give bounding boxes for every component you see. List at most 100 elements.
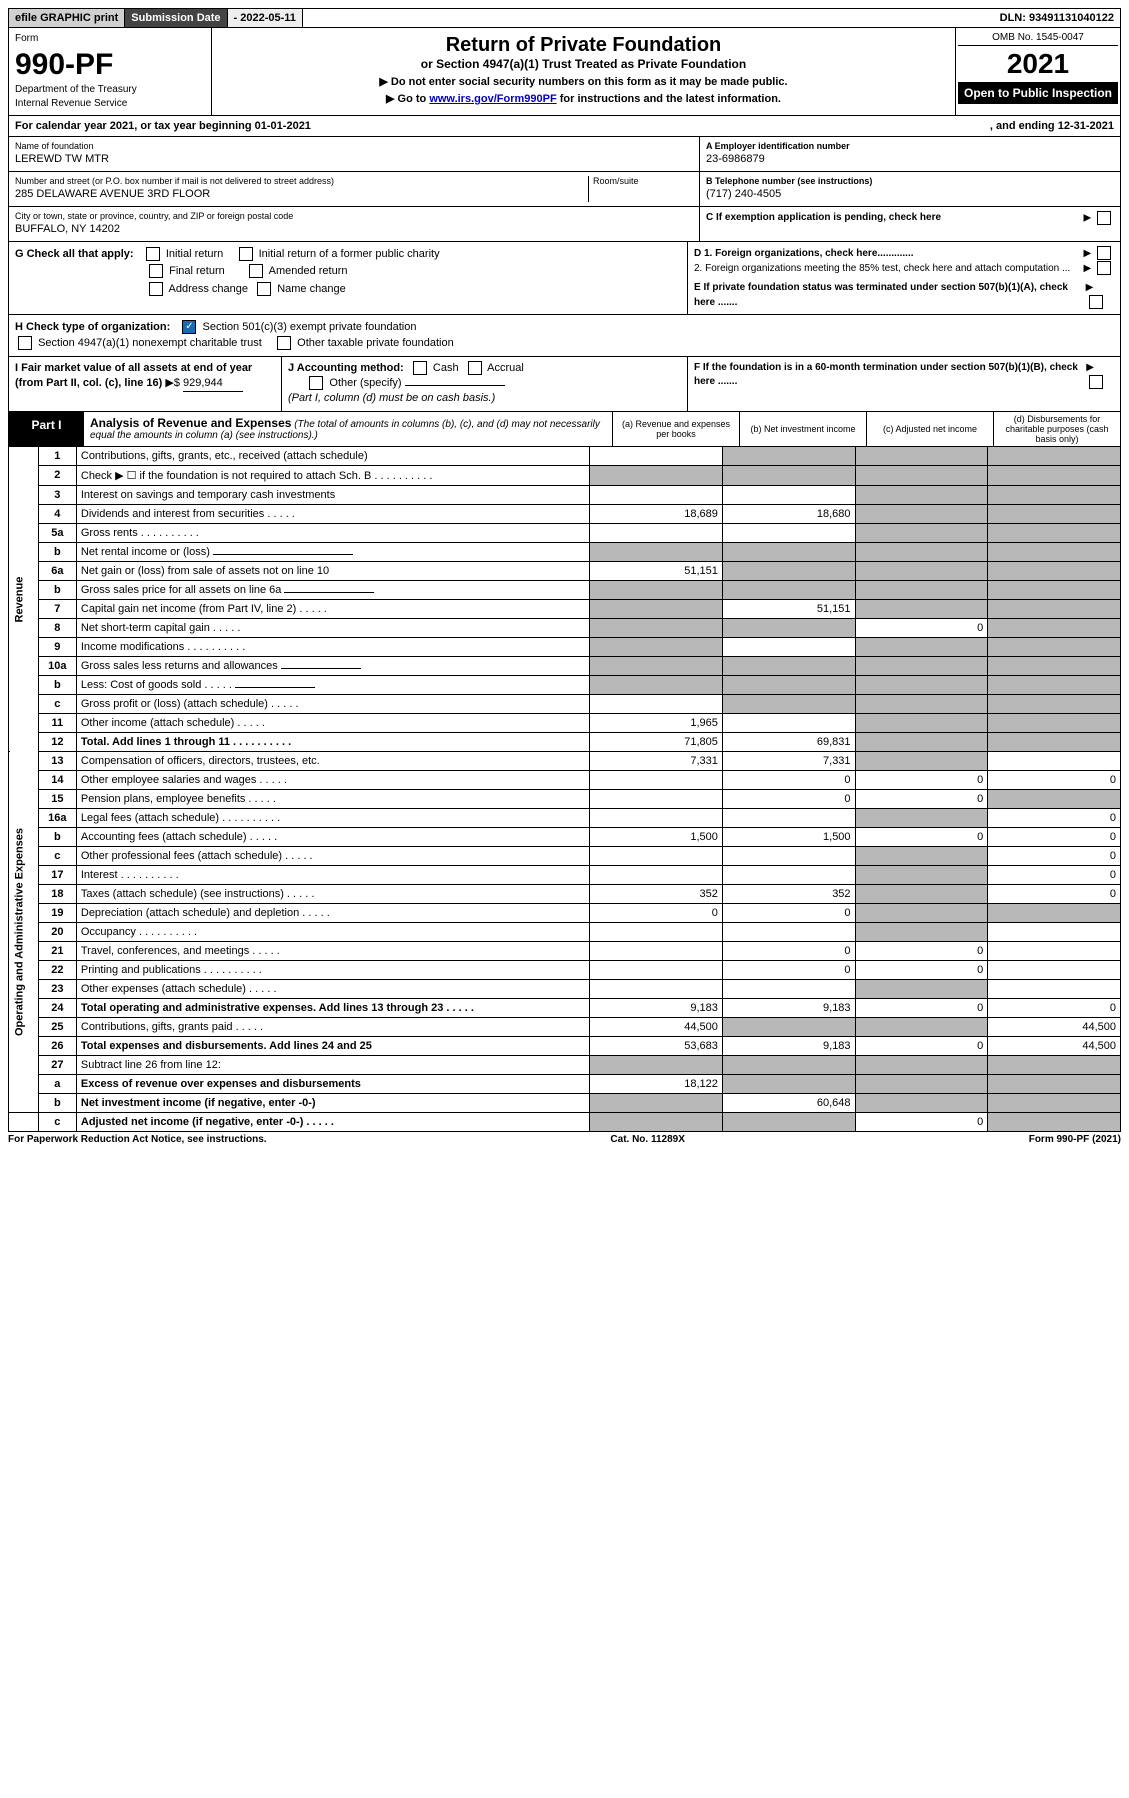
line-19-b: 0 bbox=[722, 903, 855, 922]
line-3: Interest on savings and temporary cash i… bbox=[76, 485, 589, 504]
g-amended-checkbox[interactable] bbox=[249, 264, 263, 278]
line-24-c: 0 bbox=[855, 998, 988, 1017]
g-initial-checkbox[interactable] bbox=[146, 247, 160, 261]
form-subtitle: or Section 4947(a)(1) Trust Treated as P… bbox=[222, 57, 945, 71]
line-18-a: 352 bbox=[590, 884, 723, 903]
submission-date-label: Submission Date bbox=[125, 9, 227, 27]
part1-label: Part I bbox=[9, 412, 84, 446]
f-label: F If the foundation is in a 60-month ter… bbox=[694, 361, 1086, 389]
col-a-header: (a) Revenue and expenses per books bbox=[613, 412, 740, 446]
line-8-c: 0 bbox=[855, 618, 988, 637]
g-address-checkbox[interactable] bbox=[149, 282, 163, 296]
h-501c3-checkbox[interactable] bbox=[182, 320, 196, 334]
city: BUFFALO, NY 14202 bbox=[15, 222, 693, 236]
line-17: Interest . . . . . . . . . . bbox=[76, 865, 589, 884]
line-27c-c: 0 bbox=[855, 1112, 988, 1131]
line-6b-val bbox=[284, 592, 374, 593]
submission-date-value: - 2022-05-11 bbox=[228, 9, 303, 27]
line-10b: Less: Cost of goods sold . . . . . bbox=[76, 675, 589, 694]
part1-title: Analysis of Revenue and Expenses bbox=[90, 416, 291, 430]
j-o2: Accrual bbox=[487, 362, 524, 374]
line-18-b: 352 bbox=[722, 884, 855, 903]
efile-print-button[interactable]: efile GRAPHIC print bbox=[9, 9, 125, 27]
j-o1: Cash bbox=[433, 362, 459, 374]
col-d-header: (d) Disbursements for charitable purpose… bbox=[994, 412, 1120, 446]
e-checkbox[interactable] bbox=[1089, 295, 1103, 309]
line-26-a: 53,683 bbox=[590, 1036, 723, 1055]
line-6b: Gross sales price for all assets on line… bbox=[76, 580, 589, 599]
line-1: Contributions, gifts, grants, etc., rece… bbox=[76, 447, 589, 466]
line-25-a: 44,500 bbox=[590, 1017, 723, 1036]
line-4-b: 18,680 bbox=[722, 504, 855, 523]
header-mid: Return of Private Foundation or Section … bbox=[212, 28, 955, 115]
line-24: Total operating and administrative expen… bbox=[76, 998, 589, 1017]
footer-mid: Cat. No. 11289X bbox=[610, 1134, 684, 1145]
note2-pre: ▶ Go to bbox=[386, 93, 429, 105]
j-other-field[interactable] bbox=[405, 385, 505, 386]
address: 285 DELAWARE AVENUE 3RD FLOOR bbox=[15, 187, 588, 201]
d1-label: D 1. Foreign organizations, check here..… bbox=[694, 246, 914, 261]
c-checkbox[interactable] bbox=[1097, 211, 1111, 225]
g-name-checkbox[interactable] bbox=[257, 282, 271, 296]
line-15-b: 0 bbox=[722, 789, 855, 808]
form-header: Form 990-PF Department of the Treasury I… bbox=[8, 28, 1121, 116]
g-initial-former-checkbox[interactable] bbox=[239, 247, 253, 261]
g-label: G Check all that apply: bbox=[15, 248, 134, 260]
line-17-d: 0 bbox=[988, 865, 1121, 884]
line-24-b: 9,183 bbox=[722, 998, 855, 1017]
h-o1: Section 501(c)(3) exempt private foundat… bbox=[202, 321, 416, 333]
h-4947-checkbox[interactable] bbox=[18, 336, 32, 350]
line-12-b: 69,831 bbox=[722, 732, 855, 751]
line-27c: Adjusted net income (if negative, enter … bbox=[76, 1112, 589, 1131]
open-public-badge: Open to Public Inspection bbox=[958, 82, 1118, 104]
line-10a: Gross sales less returns and allowances bbox=[76, 656, 589, 675]
j-accrual-checkbox[interactable] bbox=[468, 361, 482, 375]
line-2: Check ▶ ☐ if the foundation is not requi… bbox=[76, 465, 589, 485]
line-10c: Gross profit or (loss) (attach schedule)… bbox=[76, 694, 589, 713]
f-checkbox[interactable] bbox=[1089, 375, 1103, 389]
calendar-year-row: For calendar year 2021, or tax year begi… bbox=[8, 116, 1121, 137]
line-26-c: 0 bbox=[855, 1036, 988, 1055]
g-o1: Initial return bbox=[166, 248, 223, 260]
line-15-c: 0 bbox=[855, 789, 988, 808]
h-label: H Check type of organization: bbox=[15, 321, 170, 333]
h-block: H Check type of organization: Section 50… bbox=[8, 315, 1121, 357]
j-cash-checkbox[interactable] bbox=[413, 361, 427, 375]
expenses-side-label: Operating and Administrative Expenses bbox=[9, 751, 39, 1112]
address-label: Number and street (or P.O. box number if… bbox=[15, 176, 588, 188]
line-8: Net short-term capital gain . . . . . bbox=[76, 618, 589, 637]
line-16c: Other professional fees (attach schedule… bbox=[76, 846, 589, 865]
col-b-header: (b) Net investment income bbox=[740, 412, 867, 446]
line-18: Taxes (attach schedule) (see instruction… bbox=[76, 884, 589, 903]
g-o3: Final return bbox=[169, 265, 225, 277]
line-14: Other employee salaries and wages . . . … bbox=[76, 770, 589, 789]
top-bar: efile GRAPHIC print Submission Date - 20… bbox=[8, 8, 1121, 28]
phone-label: B Telephone number (see instructions) bbox=[706, 176, 1114, 188]
line-16c-d: 0 bbox=[988, 846, 1121, 865]
part1-desc: Analysis of Revenue and Expenses (The to… bbox=[84, 412, 612, 446]
line-27b-b: 60,648 bbox=[722, 1093, 855, 1112]
d2-checkbox[interactable] bbox=[1097, 261, 1111, 275]
cal-begin: 01-01-2021 bbox=[255, 120, 311, 132]
line-26-d: 44,500 bbox=[988, 1036, 1121, 1055]
line-20: Occupancy . . . . . . . . . . bbox=[76, 922, 589, 941]
footer: For Paperwork Reduction Act Notice, see … bbox=[8, 1134, 1121, 1145]
line-15: Pension plans, employee benefits . . . .… bbox=[76, 789, 589, 808]
line-16b-d: 0 bbox=[988, 827, 1121, 846]
g-final-checkbox[interactable] bbox=[149, 264, 163, 278]
j-o3: Other (specify) bbox=[329, 377, 401, 389]
line-14-b: 0 bbox=[722, 770, 855, 789]
header-left: Form 990-PF Department of the Treasury I… bbox=[9, 28, 212, 115]
form990pf-link[interactable]: www.irs.gov/Form990PF bbox=[429, 93, 556, 105]
footer-left: For Paperwork Reduction Act Notice, see … bbox=[8, 1134, 267, 1145]
d1-checkbox[interactable] bbox=[1097, 246, 1111, 260]
line-12-a: 71,805 bbox=[590, 732, 723, 751]
line-21-b: 0 bbox=[722, 941, 855, 960]
line-22: Printing and publications . . . . . . . … bbox=[76, 960, 589, 979]
line-27a-a: 18,122 bbox=[590, 1074, 723, 1093]
j-note: (Part I, column (d) must be on cash basi… bbox=[288, 392, 495, 404]
line-11: Other income (attach schedule) . . . . . bbox=[76, 713, 589, 732]
h-other-checkbox[interactable] bbox=[277, 336, 291, 350]
omb-number: OMB No. 1545-0047 bbox=[958, 30, 1118, 46]
j-other-checkbox[interactable] bbox=[309, 376, 323, 390]
